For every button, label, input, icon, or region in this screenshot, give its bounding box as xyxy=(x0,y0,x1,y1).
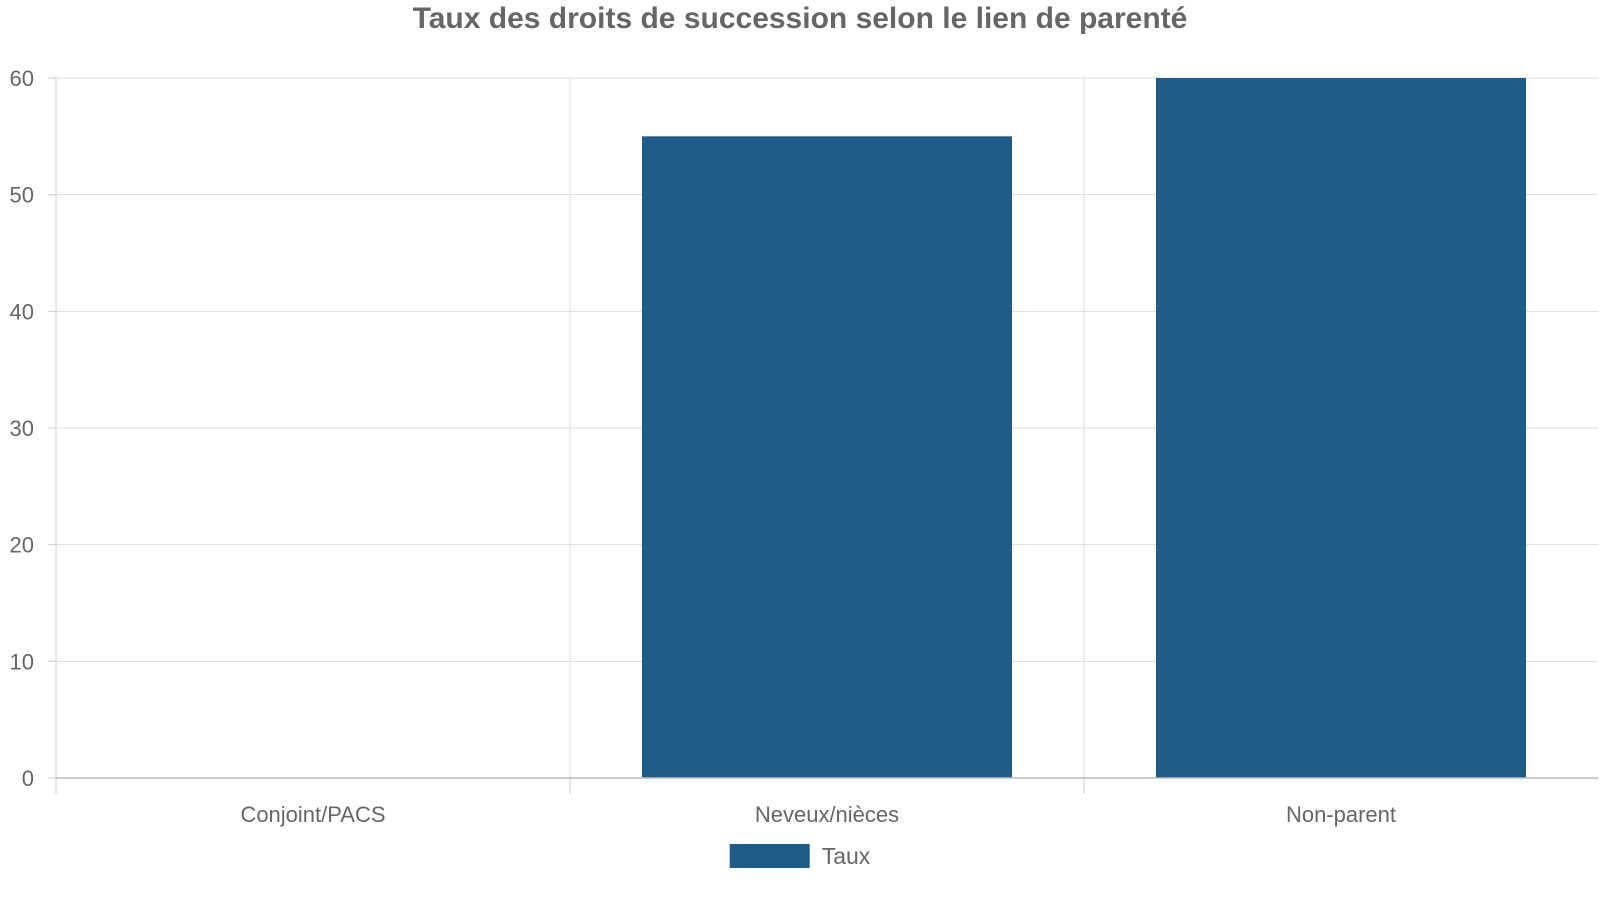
y-tick-label: 10 xyxy=(10,649,34,674)
y-tick-label: 60 xyxy=(10,66,34,91)
legend-swatch xyxy=(729,844,810,868)
y-tick-label: 20 xyxy=(10,533,34,558)
axes: 0 10 20 30 40 50 60 Conjoint/PACS Neveux/nièces N… xyxy=(10,66,1598,827)
y-tick-label: 40 xyxy=(10,299,34,324)
chart-title: Taux des droits de succession selon le l… xyxy=(412,2,1188,35)
x-tick-label: Neveux/nièces xyxy=(755,802,899,827)
bar-neveux-ni-ces xyxy=(641,136,1013,779)
bars xyxy=(641,78,1527,779)
y-tick-label: 30 xyxy=(10,416,34,441)
legend: Taux xyxy=(729,843,871,869)
y-tick-label: 0 xyxy=(22,766,34,791)
legend-label: Taux xyxy=(822,843,871,869)
bar-non-parent xyxy=(1155,78,1527,778)
y-tick-label: 50 xyxy=(10,183,34,208)
x-tick-label: Conjoint/PACS xyxy=(240,802,385,827)
x-tick-label: Non-parent xyxy=(1286,802,1396,827)
